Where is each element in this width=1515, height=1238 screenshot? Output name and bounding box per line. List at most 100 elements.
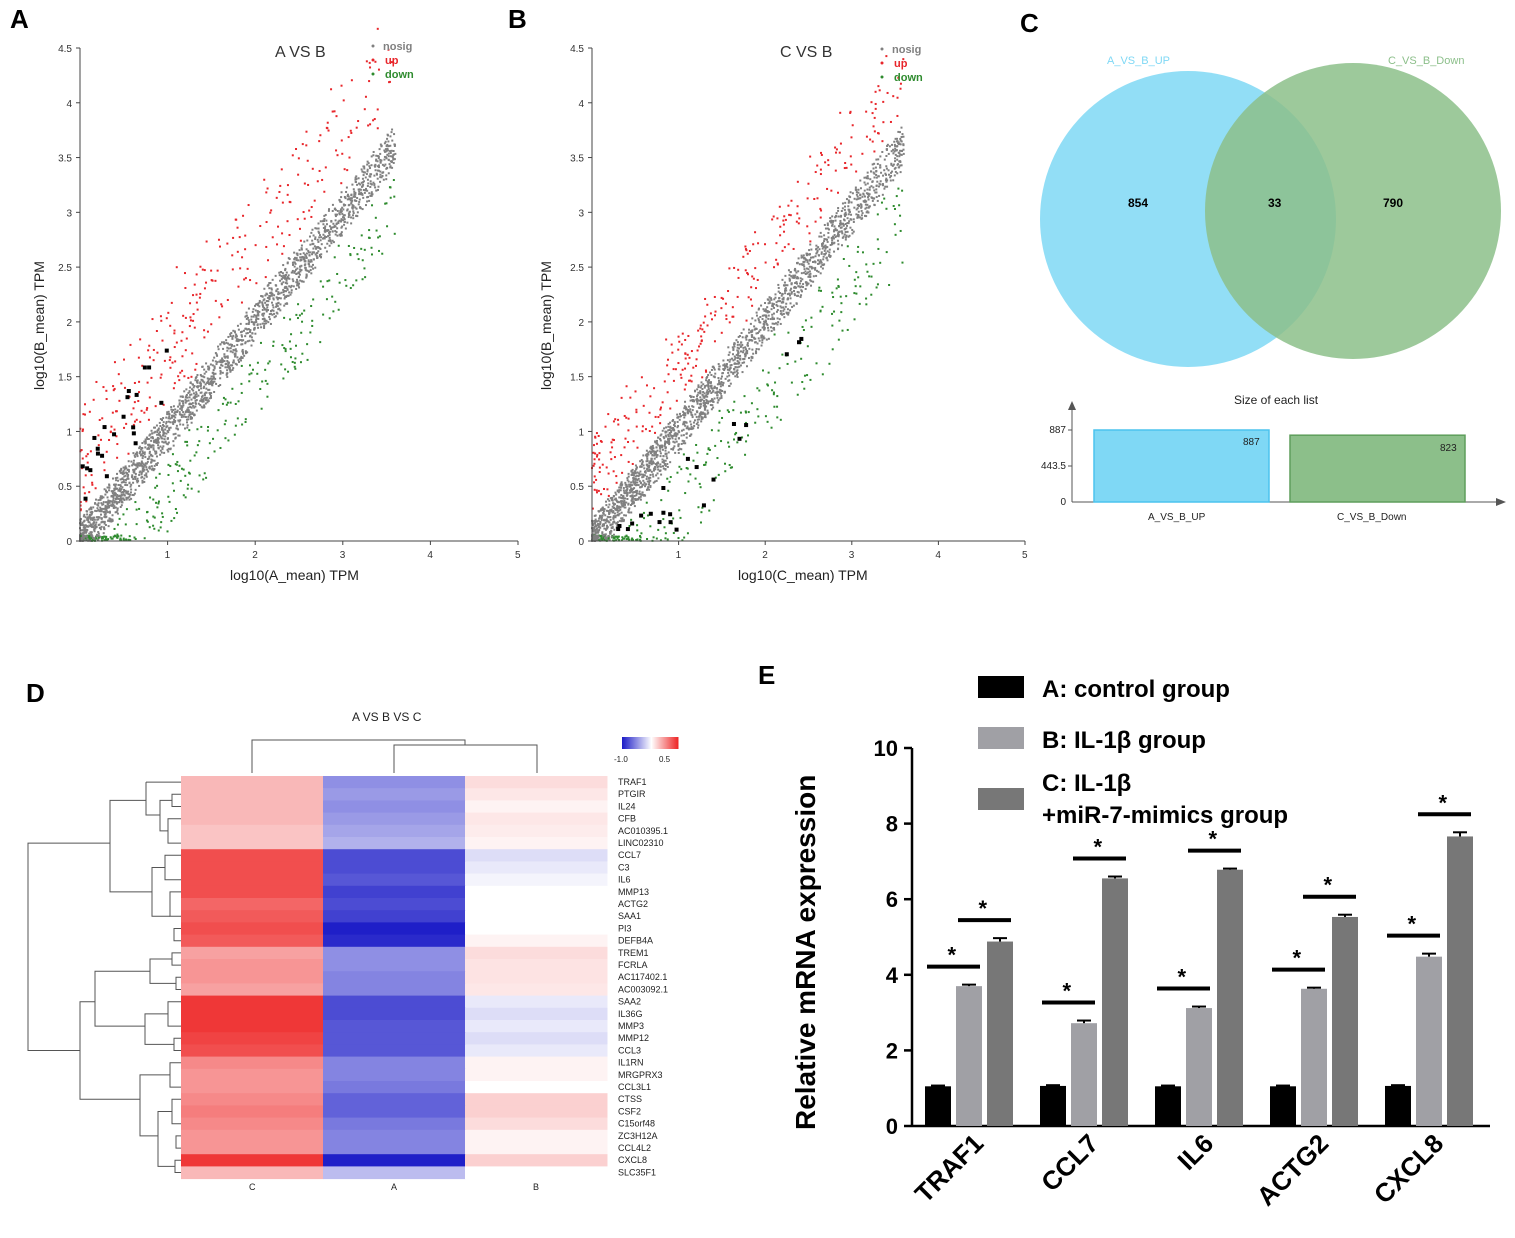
point-nosig — [285, 277, 288, 280]
point-nosig — [712, 406, 715, 409]
point-nosig — [862, 200, 865, 203]
point-nosig — [614, 497, 617, 500]
point-nosig — [648, 483, 651, 486]
point-nosig — [227, 362, 230, 365]
point-down — [704, 463, 707, 466]
point-nosig — [635, 491, 638, 494]
point-up — [241, 256, 244, 259]
point-nosig — [857, 210, 860, 213]
point-down — [767, 384, 770, 387]
point-nosig — [766, 311, 769, 314]
point-up — [340, 182, 343, 185]
point-nosig — [261, 313, 264, 316]
point-nosig — [745, 365, 748, 368]
point-up — [678, 340, 681, 343]
point-nosig — [316, 238, 319, 241]
point-up — [244, 234, 247, 237]
point-nosig — [236, 324, 239, 327]
point-up — [244, 248, 247, 251]
point-nosig — [896, 158, 899, 161]
point-nosig — [705, 379, 708, 382]
point-nosig — [116, 512, 119, 515]
point-nosig — [689, 394, 692, 397]
point-nosig — [649, 486, 652, 489]
point-nosig — [631, 502, 634, 505]
point-nosig — [892, 152, 895, 155]
point-down — [171, 482, 174, 485]
point-up — [742, 255, 745, 258]
point-nosig — [148, 466, 151, 469]
point-nosig — [341, 212, 344, 215]
point-nosig — [275, 302, 278, 305]
y-tick-label: 2 — [66, 318, 72, 329]
point-up — [350, 79, 353, 82]
point-nosig — [346, 193, 349, 196]
point-nosig — [595, 534, 598, 537]
point-nosig — [594, 536, 597, 539]
point-down — [256, 361, 259, 364]
point-down — [831, 348, 834, 351]
point-down — [758, 389, 761, 392]
point-nosig — [825, 246, 828, 249]
point-nosig — [180, 406, 183, 409]
point-nosig — [201, 406, 204, 409]
point-nosig — [765, 310, 768, 313]
point-up — [305, 130, 308, 133]
point-nosig — [147, 446, 150, 449]
point-nosig — [826, 240, 829, 243]
point-down — [322, 285, 325, 288]
point-nosig — [105, 515, 108, 518]
point-nosig — [209, 363, 212, 366]
point-nosig — [777, 283, 780, 286]
point-nosig — [759, 316, 762, 319]
point-up — [187, 376, 190, 379]
point-nosig — [844, 228, 847, 231]
point-nosig — [224, 356, 227, 359]
point-nosig — [195, 399, 198, 402]
point-up — [607, 472, 610, 475]
point-nosig — [867, 211, 870, 214]
point-nosig — [866, 203, 869, 206]
point-nosig — [138, 484, 141, 487]
point-up — [168, 359, 171, 362]
point-nosig — [851, 192, 854, 195]
point-nosig — [312, 247, 315, 250]
point-nosig — [839, 219, 842, 222]
point-up — [133, 420, 136, 423]
point-nosig — [376, 169, 379, 172]
point-nosig — [772, 303, 775, 306]
point-nosig — [697, 424, 700, 427]
point-down — [832, 296, 835, 299]
point-nosig — [356, 183, 359, 186]
point-up — [105, 389, 108, 392]
point-nosig — [288, 291, 291, 294]
point-up — [364, 95, 367, 98]
point-nosig — [81, 537, 84, 540]
point-nosig — [627, 480, 630, 483]
point-up — [849, 111, 852, 114]
point-nosig — [622, 495, 625, 498]
point-nosig — [310, 260, 313, 263]
point-nosig — [860, 206, 863, 209]
point-nosig — [263, 306, 266, 309]
point-down — [744, 410, 747, 413]
point-down — [772, 391, 775, 394]
point-nosig — [662, 461, 665, 464]
point-nosig — [669, 421, 672, 424]
point-nosig — [319, 239, 322, 242]
point-nosig — [809, 279, 812, 282]
point-nosig — [249, 329, 252, 332]
point-nosig — [115, 502, 118, 505]
point-down — [160, 521, 163, 524]
point-up — [167, 311, 170, 314]
point-nosig — [753, 325, 756, 328]
point-nosig — [640, 493, 643, 496]
point-nosig — [630, 490, 633, 493]
point-nosig — [119, 506, 122, 509]
point-nosig — [222, 347, 225, 350]
point-nosig — [93, 537, 96, 540]
point-nosig — [274, 315, 277, 318]
point-down — [103, 535, 106, 538]
point-nosig — [817, 254, 820, 257]
point-nosig — [762, 325, 765, 328]
